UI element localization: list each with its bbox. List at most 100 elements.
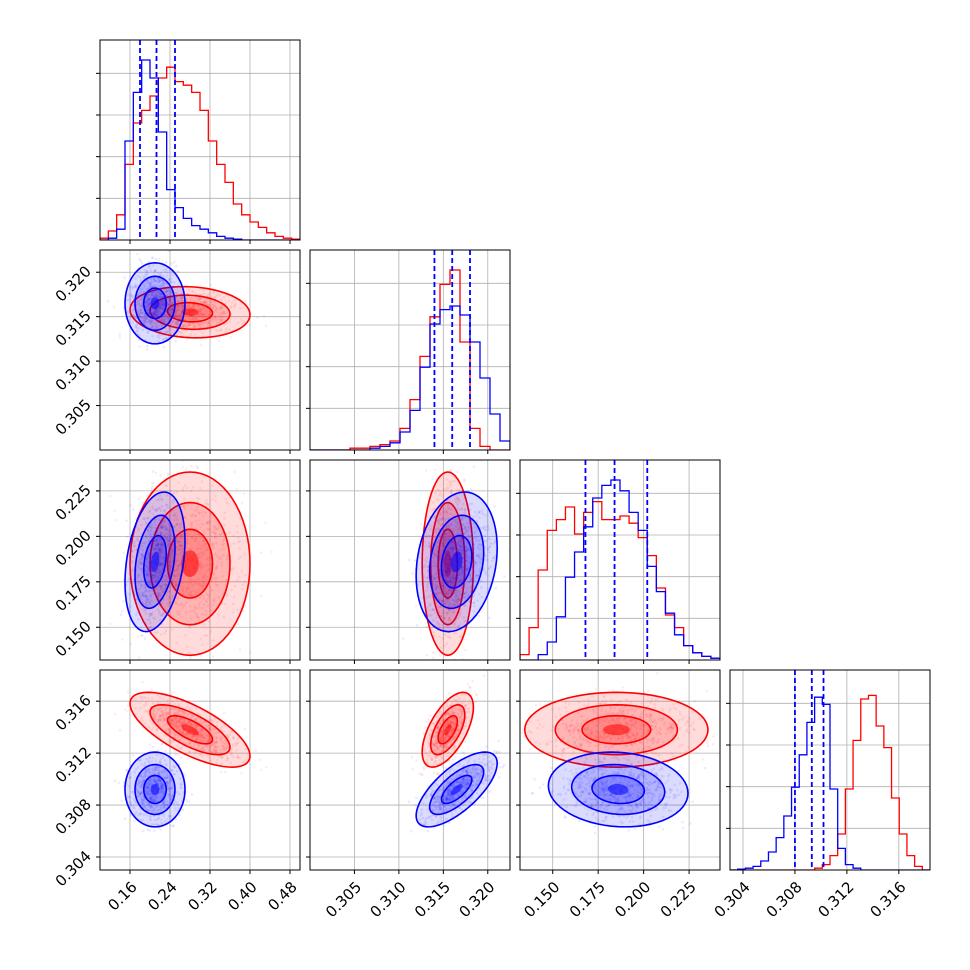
scatter-point — [128, 284, 132, 288]
scatter-point — [194, 611, 197, 615]
scatter-point — [176, 322, 179, 326]
scatter-point — [155, 322, 158, 326]
scatter-point — [155, 293, 159, 297]
scatter-point — [176, 522, 179, 526]
scatter-point — [444, 592, 447, 595]
scatter-point — [159, 312, 163, 315]
scatter-point — [201, 643, 204, 646]
scatter-point — [160, 318, 163, 322]
scatter-point — [426, 576, 430, 579]
scatter-point — [144, 573, 148, 577]
scatter-point — [220, 318, 223, 322]
scatter-point — [199, 311, 202, 314]
scatter-point — [175, 523, 178, 527]
scatter-point — [162, 300, 165, 303]
scatter-point — [149, 569, 152, 573]
scatter-point — [204, 511, 207, 514]
scatter-point — [157, 571, 161, 574]
scatter-point — [145, 300, 148, 303]
scatter-point — [439, 575, 443, 578]
scatter-point — [448, 480, 452, 484]
scatter-point — [242, 492, 246, 496]
scatter-point — [265, 766, 268, 769]
scatter-point — [159, 526, 163, 530]
scatter-point — [206, 677, 209, 680]
scatter-point — [178, 613, 181, 616]
scatter-point — [184, 467, 188, 471]
scatter-point — [162, 304, 166, 308]
scatter-point — [145, 344, 149, 348]
scatter-point — [211, 498, 214, 501]
scatter-point — [163, 519, 166, 523]
scatter-point — [187, 587, 190, 591]
scatter-point — [169, 277, 173, 281]
scatter-point — [192, 305, 196, 308]
scatter-point — [155, 310, 159, 314]
scatter-point — [437, 499, 440, 502]
scatter-point — [137, 498, 140, 501]
scatter-point — [165, 528, 168, 532]
scatter-point — [171, 307, 175, 311]
scatter-points-blue — [119, 466, 199, 640]
scatter-point — [139, 311, 143, 315]
scatter-point — [155, 571, 158, 575]
scatter-point — [141, 593, 144, 596]
scatter-point — [159, 547, 163, 551]
scatter-point — [218, 321, 221, 325]
scatter-point — [156, 335, 159, 338]
scatter-point — [227, 502, 230, 506]
scatter-point — [214, 532, 218, 536]
scatter-point — [146, 287, 150, 291]
scatter-point — [158, 618, 162, 622]
scatter-point — [140, 556, 144, 559]
scatter-point — [154, 269, 157, 272]
scatter-point — [229, 305, 233, 308]
scatter-point — [171, 549, 174, 553]
scatter-point — [197, 512, 201, 515]
scatter-point — [204, 309, 207, 313]
scatter-point — [189, 594, 193, 597]
scatter-point — [160, 300, 164, 304]
scatter-point — [188, 626, 191, 629]
scatter-point — [450, 665, 453, 668]
scatter-point — [174, 308, 178, 311]
scatter-point — [142, 607, 145, 611]
scatter-point — [181, 465, 185, 469]
scatter-point — [176, 306, 179, 309]
scatter-point — [460, 568, 464, 572]
scatter-point — [191, 315, 195, 319]
scatter-point — [164, 629, 168, 632]
scatter-point — [171, 273, 174, 277]
scatter-point — [197, 553, 200, 557]
scatter-point — [199, 637, 202, 641]
scatter-point — [167, 543, 170, 546]
scatter-point — [158, 319, 162, 323]
scatter-point — [161, 307, 164, 311]
scatter-point — [143, 290, 146, 294]
scatter-point — [432, 631, 436, 634]
scatter-point — [150, 487, 154, 491]
scatter-point — [213, 526, 216, 529]
scatter-point — [203, 583, 206, 586]
scatter-point — [419, 523, 423, 526]
scatter-point — [147, 567, 150, 570]
scatter-point — [158, 546, 162, 550]
scatter-point — [227, 299, 231, 303]
scatter-point — [148, 510, 151, 514]
scatter-point — [167, 553, 170, 556]
scatter-point — [147, 552, 151, 555]
scatter-point — [198, 562, 202, 565]
scatter-point — [212, 572, 215, 576]
scatter-point — [220, 315, 224, 318]
ticks — [96, 271, 291, 454]
scatter-point — [202, 528, 205, 532]
scatter-point — [187, 293, 190, 296]
scatter-point — [156, 596, 160, 600]
scatter-point — [225, 321, 229, 325]
scatter-point — [201, 315, 204, 319]
scatter-point — [447, 635, 450, 638]
scatter-point — [463, 479, 466, 483]
scatter-point — [139, 595, 142, 599]
scatter-point — [158, 585, 162, 588]
scatter-point — [240, 501, 244, 505]
